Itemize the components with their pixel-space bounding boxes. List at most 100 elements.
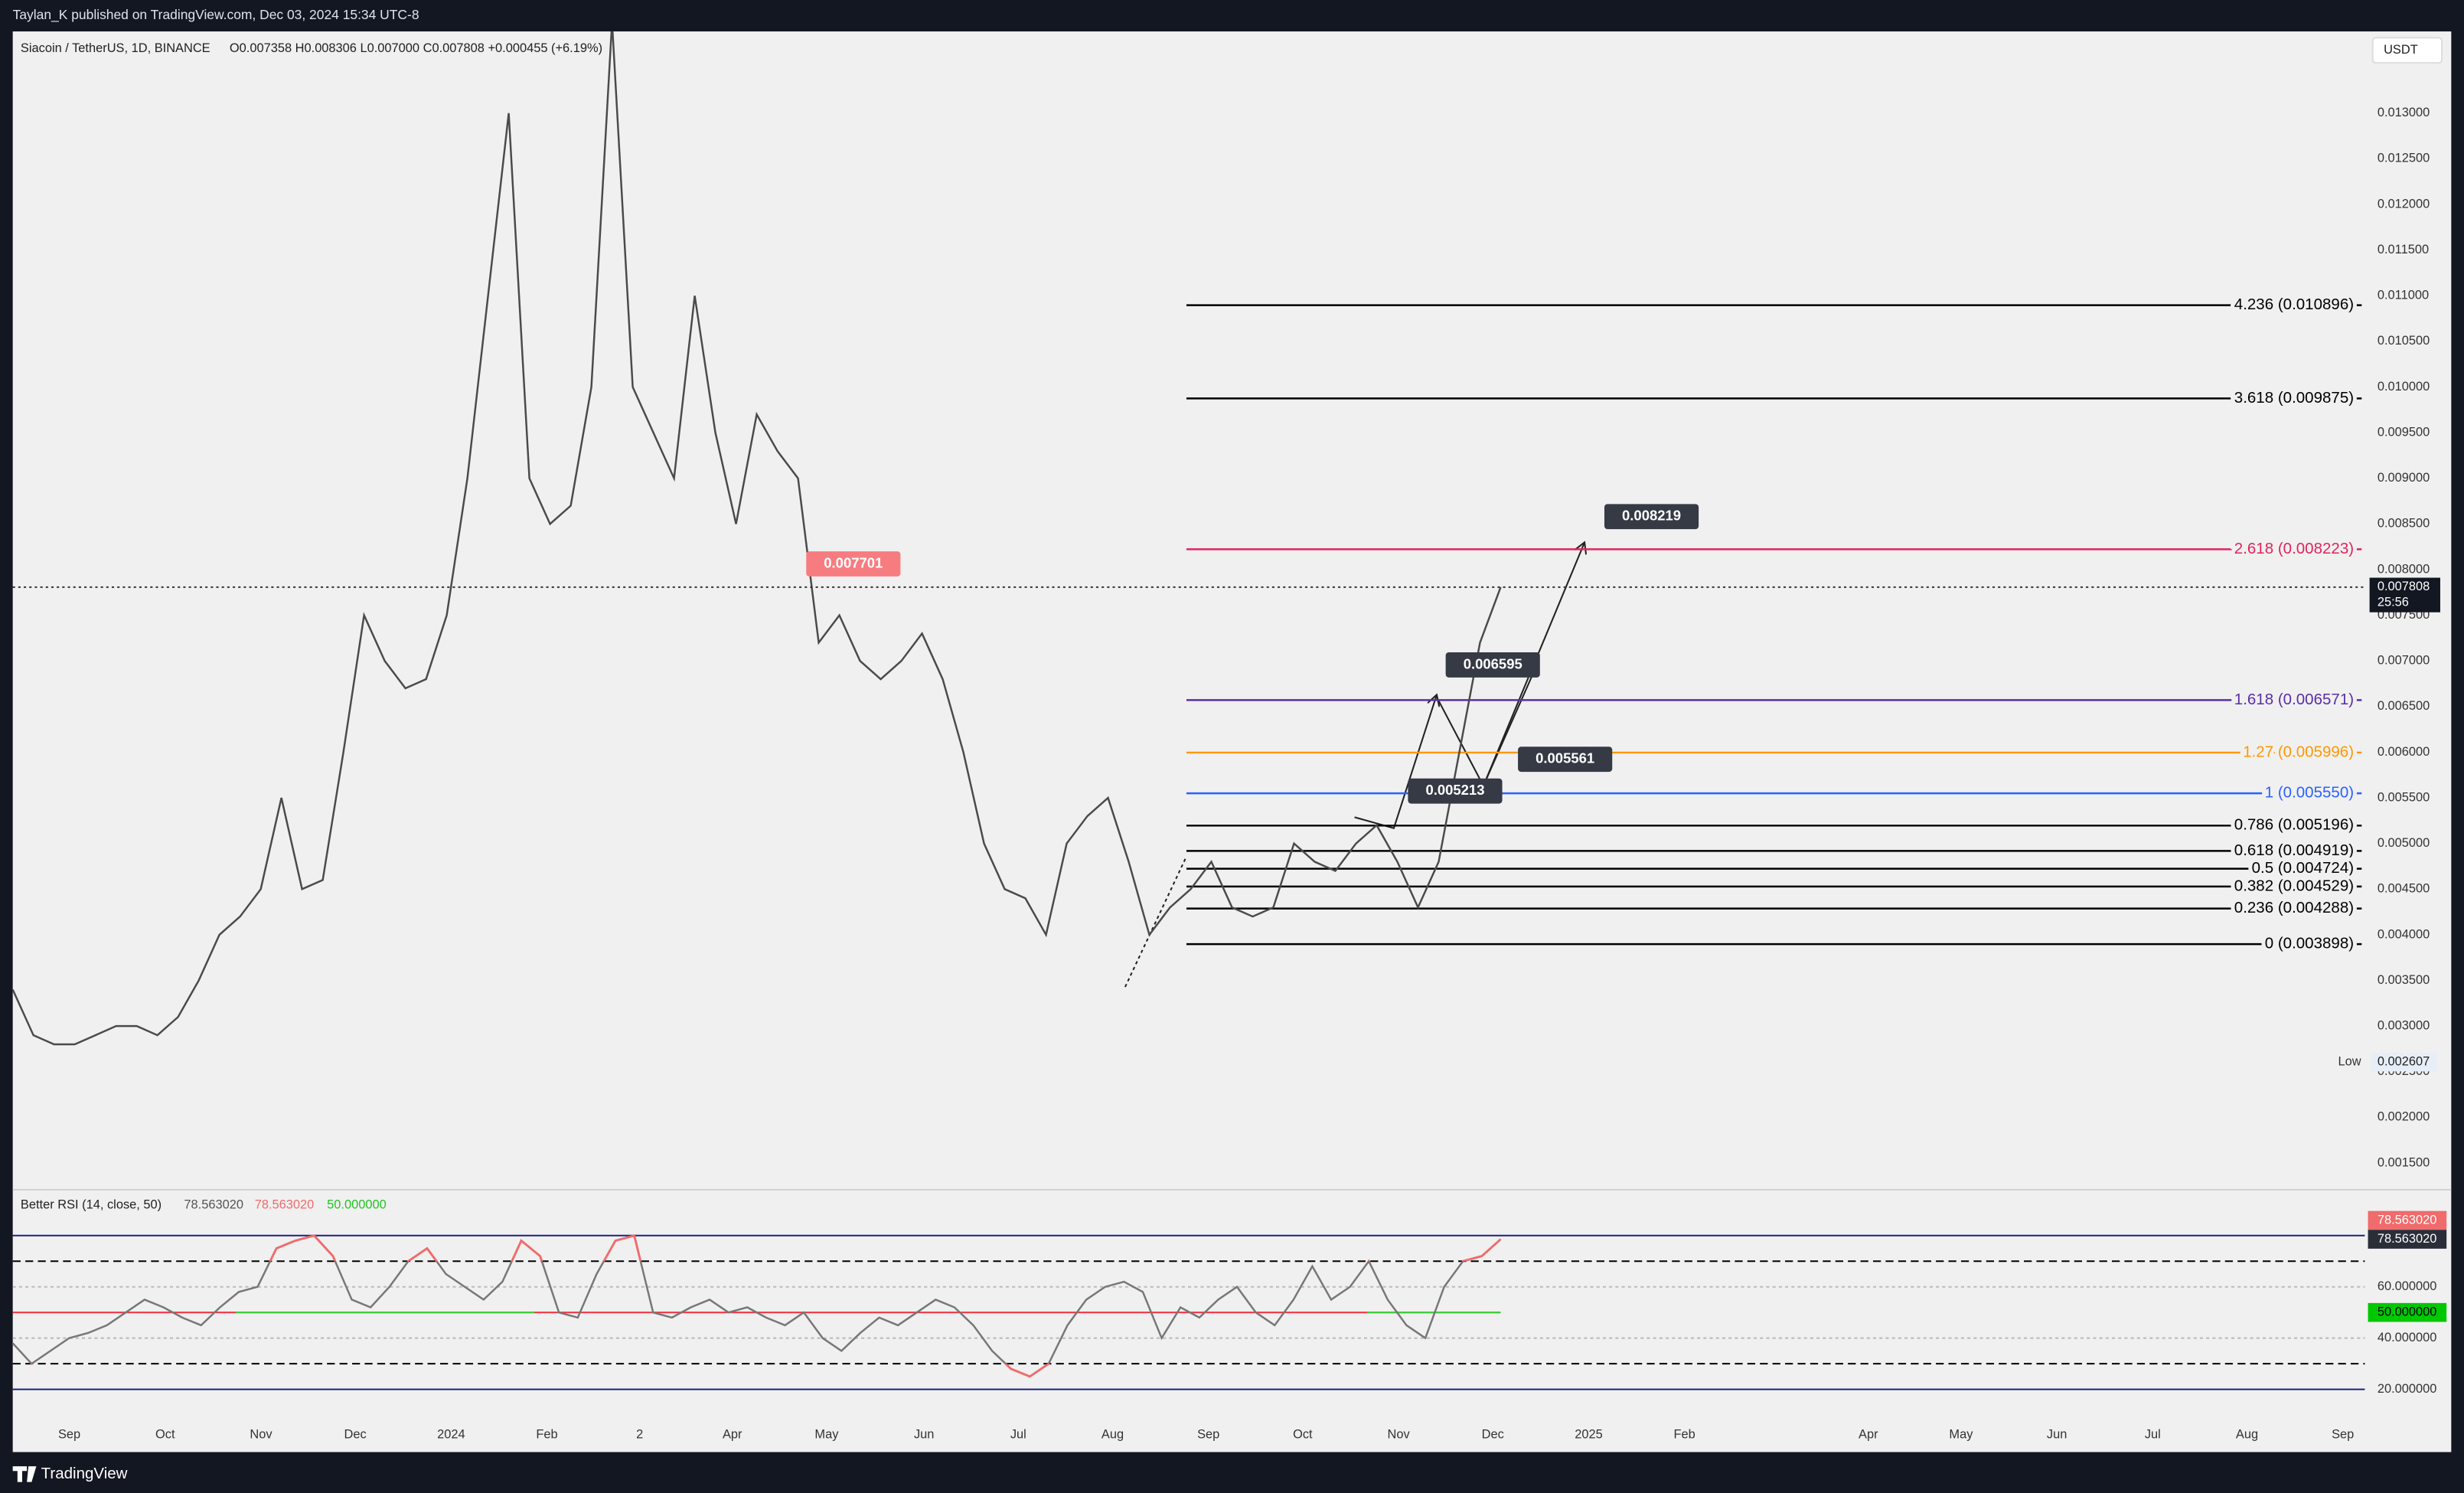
price-tag — [1408, 778, 1503, 804]
x-tick-label: Aug — [1101, 1427, 1124, 1441]
y-tick-label: 0.007000 — [2378, 654, 2430, 668]
wave-line — [1354, 696, 1437, 829]
rsi-tick-label: 20.000000 — [2378, 1382, 2437, 1396]
logo — [12, 1466, 37, 1482]
x-tick-label: May — [1949, 1427, 1973, 1441]
currency-box[interactable] — [2371, 37, 2443, 64]
x-tick-label: 2025 — [1575, 1427, 1603, 1441]
x-tick-label: 2024 — [437, 1427, 465, 1441]
fib-label: 0.618 (0.004919) — [2234, 841, 2354, 859]
x-tick-label: Nov — [1387, 1427, 1410, 1441]
rsi-title: Better RSI (14, close, 50) — [21, 1198, 162, 1212]
x-tick-label: Nov — [250, 1427, 273, 1441]
low-box — [2371, 1052, 2437, 1072]
chart-area — [12, 31, 2452, 1452]
low-label: Low — [2338, 1054, 2361, 1068]
y-tick-label: 0.004000 — [2378, 927, 2430, 941]
y-tick-label: 0.006500 — [2378, 699, 2430, 713]
ohlc: O0.007358 H0.008306 L0.007000 C0.007808 … — [230, 41, 602, 55]
y-tick-label: 0.002000 — [2378, 1110, 2430, 1124]
y-tick-label: 0.006000 — [2378, 745, 2430, 759]
x-tick-label: Oct — [155, 1427, 175, 1441]
rsi-tick-label: 40.000000 — [2378, 1331, 2437, 1344]
y-tick-label: 0.012500 — [2378, 152, 2430, 165]
fib-label: 1.27 (0.005996) — [2243, 743, 2354, 760]
x-tick-label: Jul — [1010, 1427, 1026, 1441]
y-tick-label: 0.008500 — [2378, 517, 2430, 531]
price-tag-label: 0.007701 — [824, 554, 883, 570]
x-tick-label: Feb — [536, 1427, 557, 1441]
rsi-axis-tag — [2368, 1230, 2447, 1249]
y-tick-label: 0.005500 — [2378, 790, 2430, 804]
x-tick-label: Feb — [1674, 1427, 1695, 1441]
y-tick-label: 0.008000 — [2378, 562, 2430, 576]
x-tick-label: May — [814, 1427, 839, 1441]
y-tick-label: 0.011500 — [2378, 243, 2429, 256]
y-tick-label: 0.003500 — [2378, 973, 2430, 987]
x-tick-label: Dec — [1482, 1427, 1504, 1441]
brand: TradingView — [41, 1465, 128, 1482]
rsi-axis-tag-label: 78.563020 — [2378, 1232, 2437, 1246]
rsi-tick-label: 60.000000 — [2378, 1279, 2437, 1293]
y-tick-label: 0.009000 — [2378, 471, 2430, 485]
rsi-readout: 78.563020 — [184, 1198, 243, 1212]
price-tag — [806, 551, 901, 577]
x-tick-label: Jul — [2145, 1427, 2161, 1441]
rsi-readout: 50.000000 — [327, 1198, 387, 1212]
x-tick-label: Jun — [2047, 1427, 2067, 1441]
rsi-axis-tag-label: 50.000000 — [2378, 1305, 2437, 1319]
x-tick-label: Oct — [1293, 1427, 1313, 1441]
symbol-title: Siacoin / TetherUS, 1D, BINANCE — [21, 41, 211, 55]
price-tag — [1518, 746, 1613, 773]
fib-label: 1 (0.005550) — [2265, 784, 2354, 802]
publisher: Taylan_K published on TradingView.com, D… — [13, 7, 419, 23]
y-tick-label: 0.013000 — [2378, 106, 2430, 119]
currency[interactable]: USDT — [2384, 43, 2418, 57]
price-tag-label: 0.005561 — [1536, 750, 1594, 766]
y-tick-label: 0.005000 — [2378, 836, 2430, 850]
y-tick-label: 0.001500 — [2378, 1155, 2430, 1169]
last-price-box — [2369, 577, 2440, 613]
y-tick-label: 0.004500 — [2378, 882, 2430, 896]
fib-label: 0.236 (0.004288) — [2234, 899, 2354, 916]
fib-label: 1.618 (0.006571) — [2234, 691, 2354, 708]
price-tag-label: 0.006595 — [1464, 655, 1522, 671]
trend-line — [1124, 856, 1187, 988]
y-tick-label: 0.010500 — [2378, 334, 2430, 348]
countdown: 25:56 — [2378, 596, 2409, 609]
y-tick-label: 0.011000 — [2378, 289, 2429, 302]
fib-label: 2.618 (0.008223) — [2234, 540, 2354, 557]
x-tick-label: Apr — [1859, 1427, 1878, 1441]
price-tag-label: 0.008219 — [1622, 508, 1681, 524]
y-tick-label: 0.012000 — [2378, 197, 2430, 211]
fib-label: 3.618 (0.009875) — [2234, 389, 2354, 407]
x-tick-label: Sep — [1197, 1427, 1219, 1441]
last-price: 0.007808 — [2378, 580, 2430, 593]
wave-line — [1482, 675, 1533, 786]
x-tick-label: 2 — [636, 1427, 643, 1441]
y-tick-label: 0.010000 — [2378, 380, 2430, 394]
x-tick-label: Apr — [723, 1427, 742, 1441]
fib-label: 0.786 (0.005196) — [2234, 816, 2354, 834]
y-tick-label: 0.003000 — [2378, 1019, 2430, 1033]
rsi-readout: 78.563020 — [255, 1198, 315, 1212]
rsi-axis-tag — [2368, 1302, 2447, 1322]
rsi-axis-tag — [2368, 1210, 2447, 1230]
price-tag — [1604, 504, 1699, 530]
price-tag-label: 0.005213 — [1425, 782, 1484, 798]
low-value: 0.002607 — [2378, 1054, 2430, 1068]
price-line — [12, 31, 1502, 1046]
x-tick-label: Dec — [344, 1427, 367, 1441]
fib-label: 0.5 (0.004724) — [2252, 859, 2354, 877]
price-series — [12, 31, 1502, 1046]
x-tick-label: Aug — [2236, 1427, 2258, 1441]
fib-label: 4.236 (0.010896) — [2234, 296, 2354, 313]
rsi-line — [11, 1234, 1502, 1378]
fib-label: 0.382 (0.004529) — [2234, 877, 2354, 894]
fib-label: 0 (0.003898) — [2265, 935, 2354, 952]
x-tick-label: Sep — [2332, 1427, 2354, 1441]
x-tick-label: Jun — [914, 1427, 934, 1441]
x-tick-label: Sep — [58, 1427, 80, 1441]
